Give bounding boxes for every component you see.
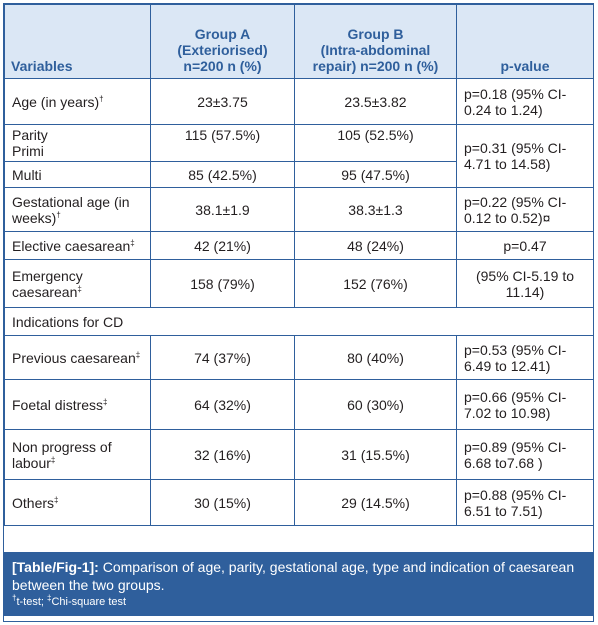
table-row: Parity Primi 115 (57.5%) 105 (52.5%) p=0…	[4, 124, 594, 188]
group-b-cell: 60 (30%)	[294, 379, 457, 430]
caption-text: [Table/Fig-1]: Comparison of age, parity…	[12, 559, 575, 593]
p-value-cell: (95% CI-5.19 to 11.14)	[456, 259, 594, 308]
row-label: Elective caesarean‡	[4, 231, 151, 260]
table-row: Others‡ 30 (15%) 29 (14.5%) p=0.88 (95% …	[4, 479, 594, 526]
header-p-value: p-value	[456, 4, 594, 79]
p-value-cell: p=0.66 (95% CI- 7.02 to 10.98)	[456, 379, 594, 430]
table-row: Elective caesarean‡ 42 (21%) 48 (24%) p=…	[4, 231, 594, 260]
group-b-cell: 48 (24%)	[294, 231, 457, 260]
table-header-row: Variables Group A (Exteriorised) n=200 n…	[4, 4, 594, 79]
p-value-cell: p=0.88 (95% CI- 6.51 to 7.51)	[456, 479, 594, 526]
p-value-cell: p=0.47	[456, 231, 594, 260]
p-value-cell: p=0.89 (95% CI- 6.68 to7.68 )	[456, 429, 594, 480]
group-b-cell: 105 (52.5%)	[294, 124, 457, 162]
p-value-cell: p=0.53 (95% CI- 6.49 to 12.41)	[456, 335, 594, 380]
figure-caption: [Table/Fig-1]: Comparison of age, parity…	[4, 552, 593, 616]
group-a-cell: 30 (15%)	[150, 479, 295, 526]
group-b-cell: 38.3±1.3	[294, 187, 457, 232]
header-group-a: Group A (Exteriorised) n=200 n (%)	[150, 4, 295, 79]
p-value-cell: p=0.18 (95% CI- 0.24 to 1.24)	[456, 78, 594, 125]
table-figure: Variables Group A (Exteriorised) n=200 n…	[3, 3, 594, 622]
table-row: Emergency caesarean‡ 158 (79%) 152 (76%)…	[4, 259, 594, 308]
table-row: Indications for CD	[4, 307, 594, 336]
group-a-cell: 115 (57.5%)	[150, 124, 295, 162]
group-a-cell: 38.1±1.9	[150, 187, 295, 232]
caption-footnote: †t-test; ‡Chi-square test	[12, 593, 127, 608]
group-a-cell: 42 (21%)	[150, 231, 295, 260]
group-a-cell: 64 (32%)	[150, 379, 295, 430]
row-label: Emergency caesarean‡	[4, 259, 151, 308]
row-label: Gestational age (in weeks)†	[4, 187, 151, 232]
group-a-cell: 74 (37%)	[150, 335, 295, 380]
caption-label: [Table/Fig-1]:	[12, 559, 99, 575]
table-row: Previous caesarean‡ 74 (37%) 80 (40%) p=…	[4, 335, 594, 380]
group-a-cell: 32 (16%)	[150, 429, 295, 480]
row-label: Foetal distress‡	[4, 379, 151, 430]
group-a-cell: 23±3.75	[150, 78, 295, 125]
table-row: Non progress of labour‡ 32 (16%) 31 (15.…	[4, 429, 594, 480]
p-value-cell: p=0.31 (95% CI- 4.71 to 14.58)	[456, 124, 594, 188]
group-b-cell: 23.5±3.82	[294, 78, 457, 125]
group-b-cell: 80 (40%)	[294, 335, 457, 380]
header-group-b: Group B (Intra-abdominal repair) n=200 n…	[294, 4, 457, 79]
table-row: Age (in years)† 23±3.75 23.5±3.82 p=0.18…	[4, 78, 594, 125]
table-row: Gestational age (in weeks)† 38.1±1.9 38.…	[4, 187, 594, 232]
table-row: Multi 85 (42.5%) 95 (47.5%)	[4, 161, 594, 188]
row-label: Multi	[4, 161, 151, 188]
group-b-cell: 95 (47.5%)	[294, 161, 457, 188]
data-table: Variables Group A (Exteriorised) n=200 n…	[4, 4, 594, 526]
row-label: Parity Primi	[4, 124, 151, 162]
group-b-cell: 152 (76%)	[294, 259, 457, 308]
table-row: Foetal distress‡ 64 (32%) 60 (30%) p=0.6…	[4, 379, 594, 430]
group-b-cell: 29 (14.5%)	[294, 479, 457, 526]
p-value-cell: p=0.22 (95% CI- 0.12 to 0.52)¤	[456, 187, 594, 232]
row-label: Non progress of labour‡	[4, 429, 151, 480]
row-label: Previous caesarean‡	[4, 335, 151, 380]
header-variables: Variables	[4, 4, 151, 79]
section-label: Indications for CD	[4, 307, 594, 336]
group-b-cell: 31 (15.5%)	[294, 429, 457, 480]
group-a-cell: 85 (42.5%)	[150, 161, 295, 188]
row-label: Others‡	[4, 479, 151, 526]
group-a-cell: 158 (79%)	[150, 259, 295, 308]
row-label: Age (in years)†	[4, 78, 151, 125]
